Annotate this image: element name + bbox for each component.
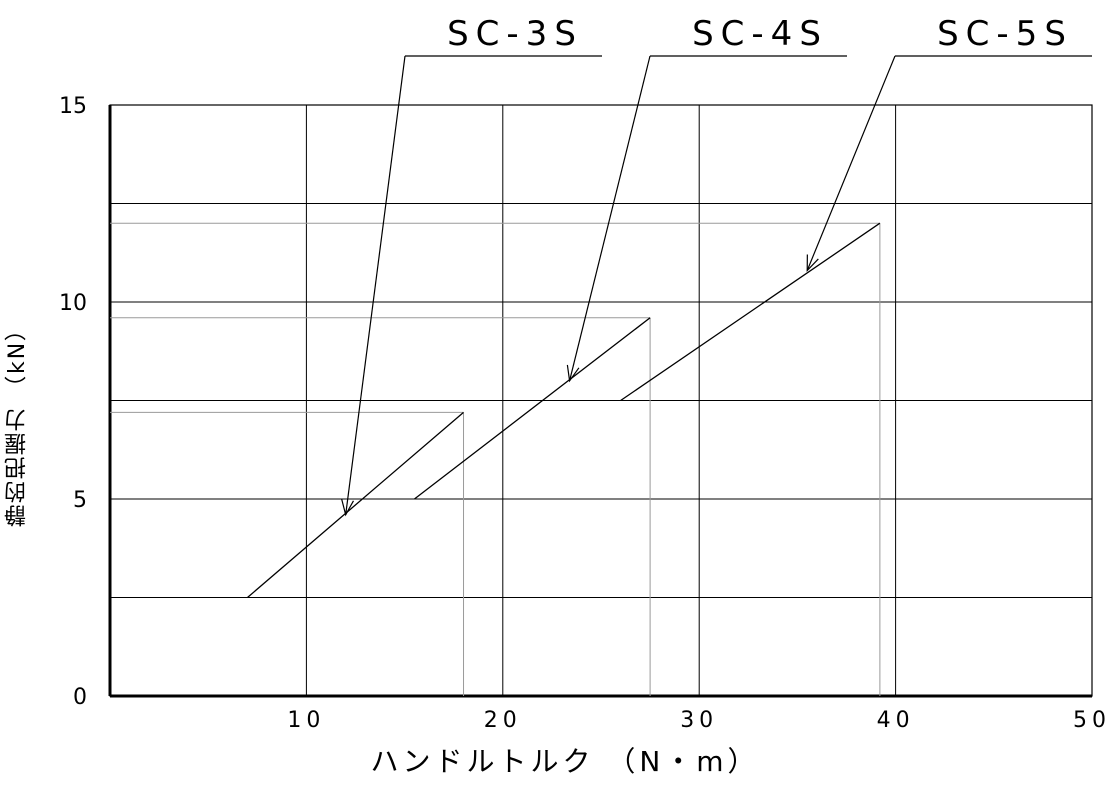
x-tick-label: 10 (287, 708, 325, 733)
y-tick-label: 0 (73, 685, 87, 710)
y-tick-label: 15 (59, 94, 87, 119)
x-tick-label: 50 (1073, 708, 1111, 733)
series-label-sc-4s: SC-4S (692, 14, 828, 54)
series-line-sc-4s (414, 317, 651, 500)
series-label-sc-5s: SC-5S (937, 14, 1073, 54)
x-tick-label: 40 (877, 708, 915, 733)
leader-line (568, 55, 651, 381)
x-tick-label: 20 (484, 708, 522, 733)
series-line-sc-5s (620, 222, 881, 402)
arrowhead (341, 499, 354, 517)
y-tick-label: 10 (59, 291, 87, 316)
arrowhead (566, 364, 580, 383)
series-line-sc-3s (247, 411, 464, 598)
series-label-sc-3s: SC-3S (447, 14, 583, 54)
arrowhead (806, 254, 819, 272)
y-tick-label: 5 (73, 488, 87, 513)
x-tick-label: 30 (680, 708, 718, 733)
leader-line (345, 55, 406, 515)
x-axis-label: ハンドルトルク （N・m） (370, 745, 760, 778)
leader-line (806, 55, 896, 271)
